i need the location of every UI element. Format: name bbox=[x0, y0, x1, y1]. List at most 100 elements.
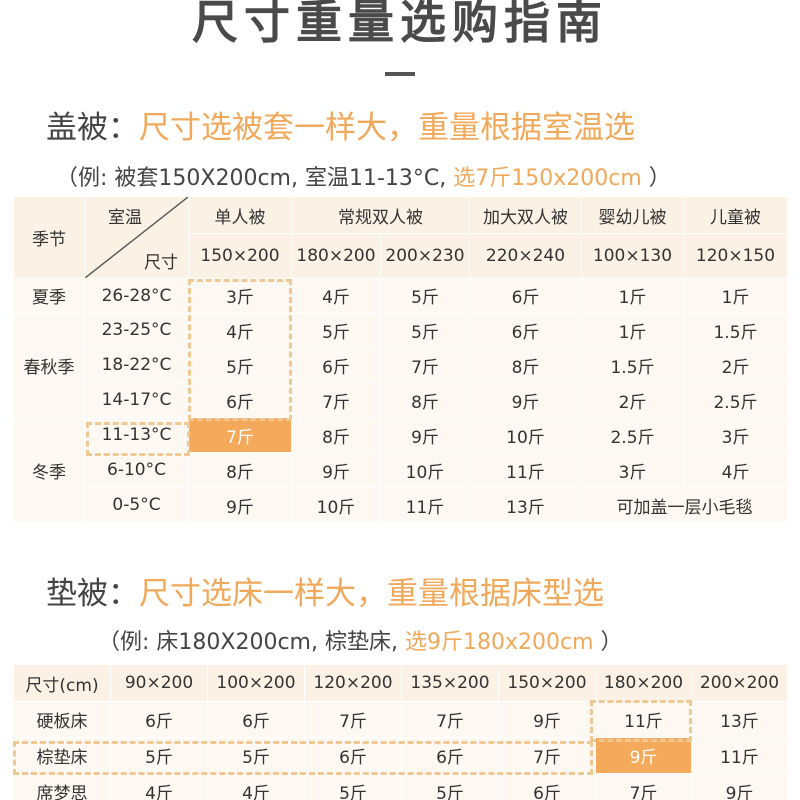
selected-weight-cell: 7斤 bbox=[188, 417, 292, 453]
title-divider bbox=[385, 72, 415, 76]
weight-cell: 2.5斤 bbox=[581, 417, 684, 453]
weight-cell: 6斤 bbox=[207, 701, 305, 738]
weight-cell: 8斤 bbox=[291, 417, 381, 453]
weight-cell: 9斤 bbox=[691, 773, 788, 800]
table-row: 0-5°C 9斤 10斤 11斤 13斤 可加盖一层小毛毯 bbox=[14, 487, 788, 523]
weight-cell: 8斤 bbox=[469, 347, 582, 383]
quilt-size-table: 季节 室温 尺寸 单人被 常规双人被 加大双人被 婴幼儿被 儿童被 150×20… bbox=[13, 196, 788, 523]
weight-cell: 7斤 bbox=[498, 737, 596, 774]
weight-cell: 4斤 bbox=[683, 452, 788, 488]
weight-cell: 4斤 bbox=[110, 773, 208, 800]
weight-cell: 4斤 bbox=[188, 312, 292, 348]
weight-cell: 11斤 bbox=[380, 487, 470, 523]
weight-cell: 6斤 bbox=[498, 773, 596, 800]
quilt-heading: 盖被：尺寸选被套一样大，重量根据室温选 bbox=[46, 102, 635, 147]
quilt-example-highlight: 选7斤150x200cm bbox=[453, 166, 642, 191]
size-cell: 200×200 bbox=[691, 664, 788, 702]
weight-cell: 6斤 bbox=[291, 347, 381, 383]
page-title: 尺寸重量选购指南 bbox=[192, 0, 608, 49]
weight-cell: 11斤 bbox=[691, 737, 788, 774]
weight-cell: 6斤 bbox=[188, 382, 292, 418]
weight-cell: 5斤 bbox=[304, 773, 402, 800]
weight-cell: 9斤 bbox=[498, 701, 596, 738]
weight-cell: 9斤 bbox=[380, 417, 470, 453]
weight-cell: 4斤 bbox=[291, 278, 381, 313]
temp-cell: 6-10°C bbox=[84, 452, 189, 488]
mattress-example-prefix: （例: 床180X200cm, 棕垫床, bbox=[98, 630, 405, 655]
weight-cell: 13斤 bbox=[469, 487, 582, 523]
weight-cell: 13斤 bbox=[691, 701, 788, 738]
table-row: 14-17°C 6斤 7斤 8斤 9斤 2斤 2.5斤 bbox=[14, 382, 788, 418]
temp-cell: 0-5°C bbox=[84, 487, 189, 523]
quilt-heading-highlight: 尺寸选被套一样大，重量根据室温选 bbox=[139, 110, 635, 146]
weight-cell: 11斤 bbox=[469, 452, 582, 488]
temp-size-header: 室温 尺寸 bbox=[84, 196, 189, 279]
weight-cell: 1斤 bbox=[683, 278, 788, 313]
weight-cell: 2斤 bbox=[581, 382, 684, 418]
temp-header: 室温 bbox=[108, 208, 142, 228]
table-row: 春秋季 23-25°C 4斤 5斤 5斤 6斤 1斤 1.5斤 bbox=[13, 312, 788, 418]
size-cell: 120×200 bbox=[304, 664, 402, 702]
weight-cell: 7斤 bbox=[304, 701, 402, 738]
weight-cell: 10斤 bbox=[380, 452, 470, 488]
weight-cell: 6斤 bbox=[304, 737, 402, 774]
extra-note-cell: 可加盖一层小毛毯 bbox=[581, 487, 788, 523]
table-row: 冬季 11-13°C 7斤 8斤 9斤 10斤 2.5斤 3斤 bbox=[13, 417, 788, 523]
weight-cell: 7斤 bbox=[401, 701, 499, 738]
table-row: 6-10°C 8斤 9斤 10斤 11斤 3斤 4斤 bbox=[14, 452, 788, 488]
table-row: 席梦思 4斤 4斤 5斤 5斤 6斤 7斤 9斤 bbox=[13, 773, 788, 800]
season-cell: 夏季 bbox=[13, 278, 85, 313]
season-cell: 春秋季 bbox=[13, 312, 85, 418]
size-cell: 220×240 bbox=[469, 233, 582, 279]
weight-cell: 6斤 bbox=[401, 737, 499, 774]
quilt-example-prefix: （例: 被套150X200cm, 室温11-13°C, bbox=[56, 166, 454, 191]
weight-cell: 2.5斤 bbox=[683, 382, 788, 418]
quilt-heading-prefix: 盖被： bbox=[46, 110, 139, 146]
size-cell: 90×200 bbox=[110, 664, 208, 702]
size-cell: 135×200 bbox=[401, 664, 499, 702]
mattress-heading-highlight: 尺寸选床一样大，重量根据床型选 bbox=[139, 576, 604, 612]
weight-cell: 5斤 bbox=[380, 278, 470, 313]
group-header: 单人被 bbox=[188, 196, 292, 234]
weight-cell: 9斤 bbox=[469, 382, 582, 418]
weight-cell: 1.5斤 bbox=[581, 347, 684, 383]
weight-cell: 2斤 bbox=[683, 347, 788, 383]
temp-cell: 11-13°C bbox=[84, 417, 189, 453]
size-header: 尺寸 bbox=[144, 253, 178, 273]
size-cell: 120×150 bbox=[683, 233, 788, 279]
weight-cell: 7斤 bbox=[380, 347, 470, 383]
weight-cell: 5斤 bbox=[401, 773, 499, 800]
weight-cell: 9斤 bbox=[291, 452, 381, 488]
size-cell: 150×200 bbox=[498, 664, 596, 702]
weight-cell: 8斤 bbox=[380, 382, 470, 418]
weight-cell: 6斤 bbox=[110, 701, 208, 738]
weight-cell: 4斤 bbox=[207, 773, 305, 800]
weight-cell: 6斤 bbox=[469, 312, 582, 348]
quilt-example: （例: 被套150X200cm, 室温11-13°C, 选7斤150x200cm… bbox=[56, 160, 671, 192]
weight-cell: 1.5斤 bbox=[683, 312, 788, 348]
weight-cell: 1斤 bbox=[581, 278, 684, 313]
mattress-example-highlight: 选9斤180x200cm bbox=[404, 630, 594, 655]
weight-cell: 8斤 bbox=[188, 452, 292, 488]
season-cell: 冬季 bbox=[13, 417, 85, 523]
bed-type-cell: 棕垫床 bbox=[13, 737, 111, 774]
weight-cell: 6斤 bbox=[469, 278, 582, 313]
weight-cell: 5斤 bbox=[110, 737, 208, 774]
weight-cell: 5斤 bbox=[207, 737, 305, 774]
group-header: 儿童被 bbox=[683, 196, 788, 234]
weight-cell: 10斤 bbox=[291, 487, 381, 523]
quilt-example-suffix: ） bbox=[641, 166, 671, 191]
group-header: 婴幼儿被 bbox=[581, 196, 684, 234]
selected-weight-cell: 9斤 bbox=[595, 737, 692, 774]
temp-cell: 23-25°C bbox=[84, 312, 189, 348]
table-row: 夏季 26-28°C 3斤 4斤 5斤 6斤 1斤 1斤 bbox=[13, 278, 788, 313]
weight-cell: 3斤 bbox=[683, 417, 788, 453]
size-cell: 180×200 bbox=[595, 664, 692, 702]
table-row: 18-22°C 5斤 6斤 7斤 8斤 1.5斤 2斤 bbox=[14, 347, 788, 383]
bed-type-cell: 硬板床 bbox=[13, 701, 111, 738]
temp-cell: 14-17°C bbox=[84, 382, 189, 418]
weight-cell: 5斤 bbox=[380, 312, 470, 348]
size-cell: 200×230 bbox=[380, 233, 470, 279]
weight-cell: 10斤 bbox=[469, 417, 582, 453]
size-cell: 150×200 bbox=[188, 233, 292, 279]
